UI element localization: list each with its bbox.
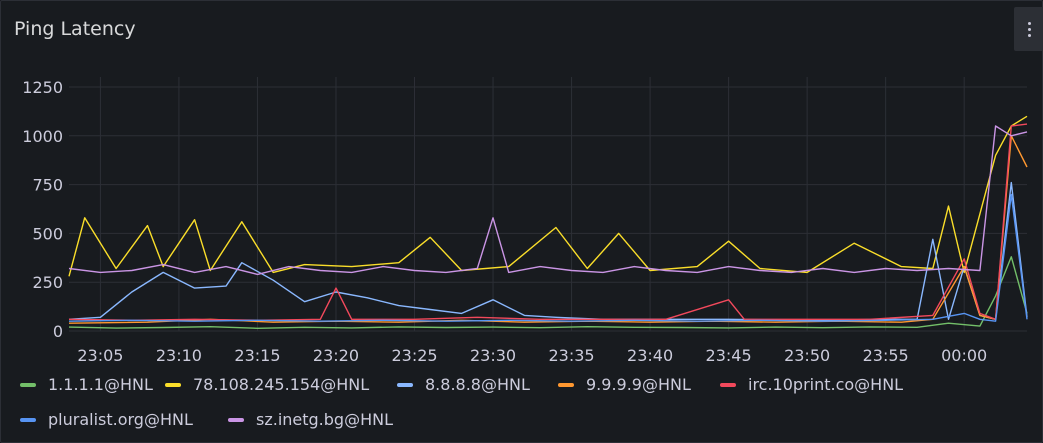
series-line-5[interactable] bbox=[68, 193, 1028, 322]
legend-label: sz.inetg.bg@HNL bbox=[256, 410, 393, 429]
y-tick-label-5: 1250 bbox=[22, 78, 63, 97]
x-tick-label-8: 23:45 bbox=[706, 346, 752, 365]
legend-item-6[interactable]: sz.inetg.bg@HNL bbox=[228, 410, 393, 429]
kebab-menu-icon[interactable] bbox=[1014, 7, 1043, 51]
legend-swatch bbox=[20, 382, 36, 387]
panel-title: Ping Latency bbox=[14, 18, 136, 40]
legend-swatch bbox=[720, 382, 736, 387]
x-tick-label-3: 23:20 bbox=[313, 346, 359, 365]
y-tick-label-0: 0 bbox=[53, 322, 63, 341]
legend: 1.1.1.1@HNL 78.108.245.154@HNL 8.8.8.8@HNL… bbox=[1, 371, 1042, 441]
legend-label: irc.10print.co@HNL bbox=[748, 375, 904, 394]
legend-swatch bbox=[228, 417, 244, 422]
series-line-6[interactable] bbox=[68, 125, 1028, 276]
legend-item-2[interactable]: 8.8.8.8@HNL bbox=[397, 375, 530, 394]
series-line-4[interactable] bbox=[68, 123, 1028, 321]
x-tick-label-0: 23:05 bbox=[77, 346, 123, 365]
y-tick-label-2: 500 bbox=[32, 224, 63, 243]
chart-grid bbox=[69, 77, 1027, 332]
legend-item-0[interactable]: 1.1.1.1@HNL bbox=[20, 375, 153, 394]
series-lines bbox=[68, 115, 1028, 329]
x-tick-label-7: 23:40 bbox=[627, 346, 673, 365]
x-tick-label-1: 23:10 bbox=[156, 346, 202, 365]
legend-label: pluralist.org@HNL bbox=[48, 410, 193, 429]
legend-label: 8.8.8.8@HNL bbox=[425, 375, 530, 394]
legend-swatch bbox=[558, 382, 574, 387]
y-axis: 0 250 500 750 1000 1250 bbox=[22, 78, 63, 341]
legend-swatch bbox=[20, 417, 36, 422]
legend-label: 1.1.1.1@HNL bbox=[48, 375, 153, 394]
legend-item-3[interactable]: 9.9.9.9@HNL bbox=[558, 375, 691, 394]
series-line-0[interactable] bbox=[68, 256, 1028, 329]
y-tick-label-3: 750 bbox=[32, 176, 63, 195]
legend-item-1[interactable]: 78.108.245.154@HNL bbox=[165, 375, 369, 394]
y-tick-label-4: 1000 bbox=[22, 127, 63, 146]
x-tick-label-4: 23:25 bbox=[391, 346, 437, 365]
x-tick-label-6: 23:35 bbox=[549, 346, 595, 365]
series-line-3[interactable] bbox=[68, 135, 1028, 324]
x-tick-label-2: 23:15 bbox=[234, 346, 280, 365]
series-line-2[interactable] bbox=[68, 181, 1028, 321]
legend-label: 78.108.245.154@HNL bbox=[193, 375, 370, 394]
legend-item-4[interactable]: irc.10print.co@HNL bbox=[720, 375, 903, 394]
x-tick-label-5: 23:30 bbox=[470, 346, 516, 365]
legend-item-5[interactable]: pluralist.org@HNL bbox=[20, 410, 193, 429]
x-tick-label-11: 00:00 bbox=[941, 346, 987, 365]
legend-label: 9.9.9.9@HNL bbox=[586, 375, 691, 394]
legend-swatch bbox=[397, 382, 413, 387]
series-line-1[interactable] bbox=[68, 115, 1028, 277]
legend-swatch bbox=[165, 382, 181, 387]
y-tick-label-1: 250 bbox=[32, 273, 63, 292]
x-tick-label-10: 23:55 bbox=[863, 346, 909, 365]
x-tick-label-9: 23:50 bbox=[784, 346, 830, 365]
x-axis: 23:05 23:10 23:15 23:20 23:25 23:30 23:35 23:40… bbox=[77, 346, 987, 365]
